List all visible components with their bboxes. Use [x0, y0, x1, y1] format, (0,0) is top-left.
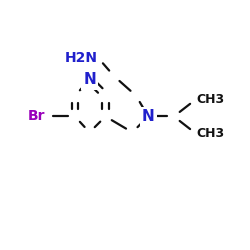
- Text: N: N: [83, 72, 96, 87]
- Text: CH3: CH3: [196, 93, 224, 106]
- Text: CH3: CH3: [196, 127, 224, 140]
- Text: N: N: [83, 72, 96, 87]
- Text: CH3: CH3: [196, 93, 224, 106]
- Text: CH3: CH3: [196, 127, 224, 140]
- Text: Br: Br: [28, 110, 46, 124]
- Text: H2N: H2N: [65, 51, 98, 65]
- Text: H2N: H2N: [65, 51, 98, 65]
- Text: Br: Br: [28, 110, 46, 124]
- Text: N: N: [142, 109, 154, 124]
- Text: N: N: [142, 109, 154, 124]
